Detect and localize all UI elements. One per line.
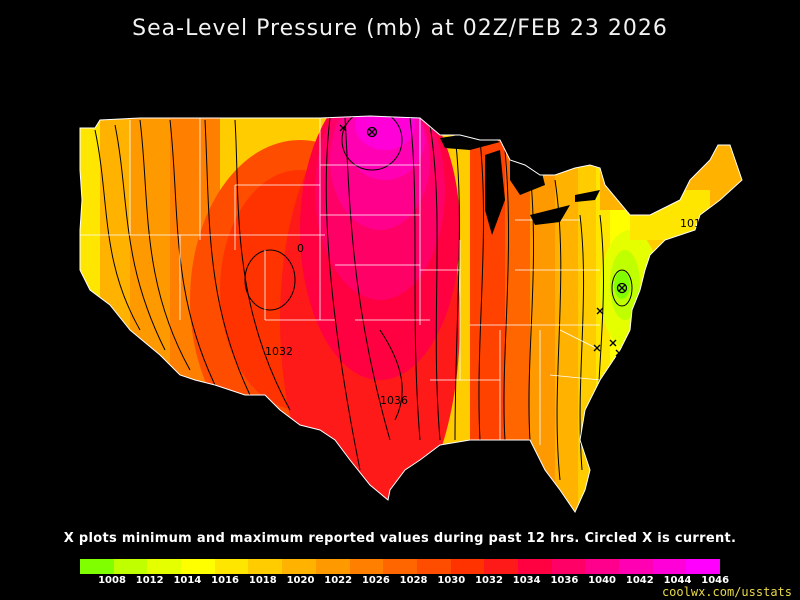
color-scale-bar <box>80 559 721 574</box>
scale-swatch <box>416 559 451 574</box>
scale-swatch <box>282 559 316 574</box>
scale-label: 1046 <box>701 575 730 586</box>
footnote: X plots minimum and maximum reported val… <box>63 531 737 546</box>
x-marker-min <box>596 307 604 315</box>
isobars <box>94 116 633 481</box>
circled-x-marker-min <box>616 282 628 294</box>
scale-swatch <box>214 559 249 574</box>
scale-label: 1042 <box>625 575 654 586</box>
scale-label: 1018 <box>248 575 277 586</box>
circled-x-marker-max <box>366 126 378 138</box>
scale-swatch <box>484 559 518 574</box>
scale-swatch <box>652 559 687 574</box>
scale-swatch <box>181 559 215 574</box>
us-outline <box>79 115 743 514</box>
scale-label: 1014 <box>173 575 202 586</box>
scale-label: 1012 <box>135 575 164 586</box>
scale-label: 1016 <box>211 575 240 586</box>
scale-swatch <box>248 559 283 574</box>
credit-text: coolwx.com/usstats <box>661 585 792 599</box>
scale-swatch <box>315 559 350 574</box>
scale-swatch <box>349 559 384 574</box>
scale-label: 1036 <box>550 575 579 586</box>
scale-swatch <box>80 559 114 574</box>
scale-swatch <box>113 559 148 574</box>
contour-label-101: 101 <box>680 217 701 230</box>
contour-labels: 1032 1036 0 101 <box>265 217 701 407</box>
x-marker-min <box>609 339 617 347</box>
scale-swatch <box>619 559 653 574</box>
scale-swatch <box>147 559 182 574</box>
scale-label: 1028 <box>399 575 428 586</box>
scale-label: 1026 <box>361 575 390 586</box>
contour-label-1036: 1036 <box>380 394 408 407</box>
scale-label: 1008 <box>98 575 126 586</box>
scale-label: 1020 <box>286 575 315 586</box>
x-marker-max <box>339 124 347 132</box>
scale-swatch <box>450 559 485 574</box>
scale-label: 1040 <box>588 575 617 586</box>
scale-label: 1022 <box>324 575 353 586</box>
scale-swatch <box>551 559 586 574</box>
scale-swatch <box>383 559 417 574</box>
extrema-markers <box>339 124 628 357</box>
map-title: Sea-Level Pressure (mb) at 02Z/FEB 23 20… <box>132 16 668 41</box>
contour-label-0: 0 <box>297 242 304 255</box>
scale-swatch <box>585 559 619 574</box>
scale-label: 1034 <box>512 575 541 586</box>
contour-label-1032: 1032 <box>265 345 293 358</box>
scale-label: 1032 <box>475 575 503 586</box>
great-lakes <box>440 132 600 235</box>
x-marker-min <box>615 349 623 357</box>
scale-label: 1044 <box>663 575 692 586</box>
state-borders <box>80 118 601 445</box>
scale-swatch <box>517 559 552 574</box>
scale-swatch <box>686 559 721 574</box>
color-scale-labels: 1008 1012 1014 1016 1018 1020 1022 1026 1028 1030… <box>80 575 729 589</box>
x-marker-min <box>593 344 601 352</box>
scale-label: 1030 <box>437 575 466 586</box>
